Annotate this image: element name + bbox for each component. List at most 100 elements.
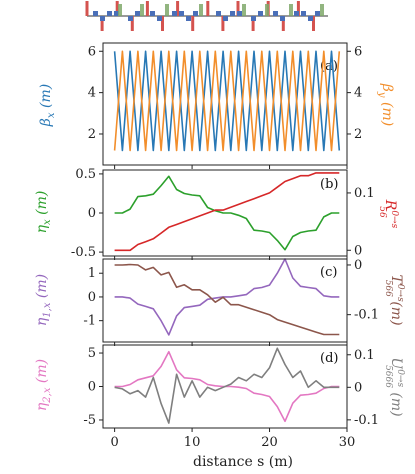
panel-d-series-2-line xyxy=(114,347,340,424)
lattice-bend-7 xyxy=(157,16,162,21)
panel-a-y2tick-label-0: 2 xyxy=(354,127,362,142)
panel-d-y2tick-label-0: -0.1 xyxy=(354,413,379,428)
lattice-quad-7 xyxy=(191,16,195,31)
lattice-sext-1 xyxy=(140,4,144,16)
x-axis-label: distance s (m) xyxy=(193,454,293,470)
panel-d-y2tick-label-2: 0.1 xyxy=(354,348,375,363)
panel-a: (a) βx (m) βy (m) xyxy=(38,59,395,127)
lattice-bend-21 xyxy=(301,11,306,16)
lattice-bend-16 xyxy=(251,16,256,21)
lattice-quad-0 xyxy=(85,1,89,16)
lattice-sext-3 xyxy=(199,4,203,16)
panel-b: (b) ηx (m) R0→s56 xyxy=(34,177,399,233)
lattice-sext-5 xyxy=(265,4,269,16)
lattice-bend-22 xyxy=(308,16,313,21)
lattice-quad-8 xyxy=(206,1,210,16)
panel-c-plot: -1 0 1 -0.1 0 xyxy=(83,258,379,346)
lattice-bend-19 xyxy=(280,16,285,21)
lattice-bend-17 xyxy=(258,11,263,16)
panel-a-plot: 2 4 6 2 4 6 xyxy=(88,42,362,169)
lattice-bend-18 xyxy=(273,11,278,16)
panel-c-y2tick-label-1: 0 xyxy=(354,258,362,273)
panel-d-xtick-label-3: 30 xyxy=(339,435,356,450)
lattice-quad-11 xyxy=(251,16,255,31)
lattice-bend-23 xyxy=(315,11,320,16)
panel-a-series-2-line xyxy=(113,50,341,152)
lattice-sext-7 xyxy=(320,4,324,16)
panel-a-frame xyxy=(102,42,348,166)
panel-d-y2tick-label-1: 0 xyxy=(354,380,362,395)
panel-c-ytick-label-1: 0 xyxy=(88,290,96,305)
panel-c-ytick-label-0: -1 xyxy=(83,314,96,329)
lattice-bend-20 xyxy=(294,11,299,16)
panel-a-y2label: βy (m) xyxy=(376,83,395,126)
panel-a-ytick-label-1: 4 xyxy=(88,86,96,101)
lattice-quad-9 xyxy=(221,16,225,31)
panel-c-frame xyxy=(102,258,348,343)
lattice-bend-3 xyxy=(114,11,119,16)
panel-d-xtick-label-2: 20 xyxy=(261,435,278,450)
panel-b-plot: -0.5 0 0.5 0 0.1 xyxy=(71,167,375,260)
lattice-bend-9 xyxy=(179,11,184,16)
lattice-sext-6 xyxy=(289,4,293,16)
lattice-bend-12 xyxy=(216,11,221,16)
lattice-quad-1 xyxy=(100,16,104,31)
panel-b-ytick-label-1: 0 xyxy=(88,206,96,221)
panel-b-series-1-line xyxy=(114,175,340,251)
panel-a-y2tick-label-2: 6 xyxy=(354,44,362,59)
panel-d-ylabel: η2,x (m) xyxy=(34,359,53,411)
lattice-bend-2 xyxy=(107,11,112,16)
panel-b-label: (b) xyxy=(320,177,338,192)
panel-c-ylabel: η1,x (m) xyxy=(34,274,53,326)
lattice-bend-15 xyxy=(237,11,242,16)
panel-a-ytick-label-0: 2 xyxy=(88,127,96,142)
panel-c-series-1-line xyxy=(114,258,340,336)
lattice-sext-4 xyxy=(242,4,246,16)
lattice-bend-6 xyxy=(150,11,155,16)
panel-d-label: (d) xyxy=(320,351,338,366)
lattice-bend-5 xyxy=(135,11,140,16)
lattice-sext-2 xyxy=(165,4,169,16)
lattice-quad-2 xyxy=(115,1,119,16)
lattice-bend-0 xyxy=(93,11,98,16)
panel-d-xtick-label-1: 10 xyxy=(184,435,201,450)
panel-b-ylabel: ηx (m) xyxy=(34,191,53,234)
panel-d-ytick-label-2: 5 xyxy=(88,346,96,361)
lattice-quad-15 xyxy=(312,16,315,31)
panel-c-label: (c) xyxy=(320,265,337,280)
panel-d: (d) η2,x (m) U0→s5666 (m) distance s (m) xyxy=(34,351,405,470)
panel-d-plot: -5 0 5 -0.1 0 0.1 0 10 20 30 xyxy=(83,344,379,450)
lattice-quad-14 xyxy=(296,1,300,16)
panel-b-ytick-label-2: 0.5 xyxy=(75,167,96,182)
lattice-bend-14 xyxy=(230,11,235,16)
panel-a-y2tick-label-1: 4 xyxy=(354,86,362,101)
plot-area: 2 4 6 2 4 6 -0.5 0 0.5 0 0.1 -1 0 1 -0.1 0 -5 0 5 -0.1 0 0.1 0… xyxy=(71,42,379,450)
lattice-sketch xyxy=(85,1,328,31)
panel-d-ytick-label-0: -5 xyxy=(83,413,96,428)
lattice-bend-4 xyxy=(128,16,133,21)
panel-b-ytick-label-0: -0.5 xyxy=(71,245,96,260)
panel-c-series-2-line xyxy=(114,263,340,336)
lattice-bend-1 xyxy=(100,16,105,21)
panel-a-ytick-label-2: 6 xyxy=(88,44,96,59)
lattice-quad-6 xyxy=(176,1,180,16)
lattice-sext-0 xyxy=(118,4,122,16)
panel-b-y2tick-label-1: 0.1 xyxy=(354,186,375,201)
panel-d-ytick-label-1: 0 xyxy=(88,380,96,395)
panel-c-ytick-label-2: 1 xyxy=(88,266,96,281)
panel-b-series-2-line xyxy=(114,172,340,252)
lattice-bend-10 xyxy=(186,16,191,21)
panel-d-y2label: U0→s5666 (m) xyxy=(383,357,405,416)
panel-a-ylabel: βx (m) xyxy=(38,84,57,127)
panel-c-y2tick-label-0: -0.1 xyxy=(354,308,379,323)
lattice-bend-11 xyxy=(193,11,198,16)
panel-b-y2label: R0→s56 xyxy=(377,199,399,229)
lattice-quad-4 xyxy=(145,1,149,16)
lattice-bend-8 xyxy=(172,11,177,16)
panel-c-y2label: T0→s566 (m) xyxy=(383,274,405,325)
lattice-bend-13 xyxy=(223,16,228,21)
lattice-quad-5 xyxy=(161,16,164,31)
panel-b-y2tick-label-0: 0 xyxy=(354,243,362,258)
lattice-quad-10 xyxy=(236,1,240,16)
